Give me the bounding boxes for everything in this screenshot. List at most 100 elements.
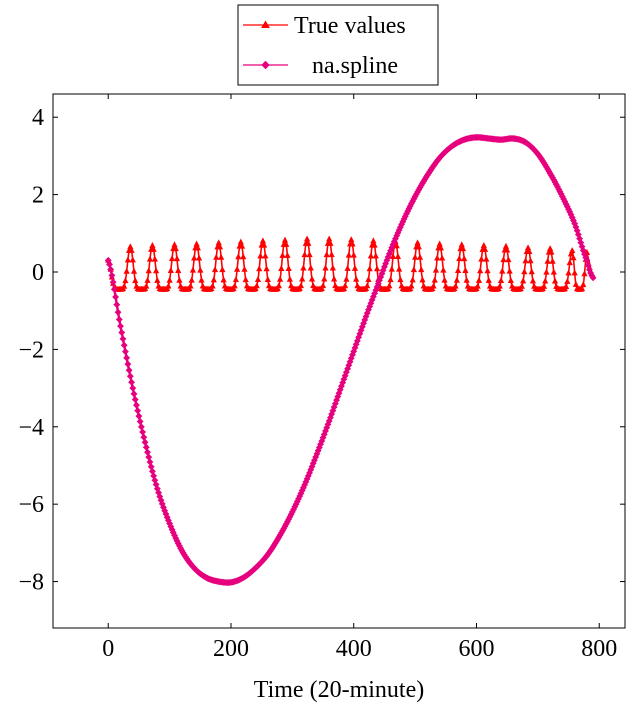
data-point <box>209 282 216 289</box>
data-point <box>551 277 559 284</box>
data-point <box>256 265 263 272</box>
data-point <box>142 443 150 451</box>
data-point <box>439 254 446 261</box>
data-point <box>120 341 128 349</box>
x-tick-label: 0 <box>102 636 114 662</box>
data-point <box>128 378 135 386</box>
data-point <box>143 282 150 289</box>
data-point <box>506 267 513 274</box>
data-point <box>371 241 378 248</box>
data-point <box>343 275 350 282</box>
data-point <box>166 276 173 283</box>
data-point <box>188 276 195 283</box>
series-na-spline <box>104 133 597 587</box>
data-point <box>454 266 462 273</box>
data-point <box>456 255 463 262</box>
data-point <box>502 242 510 249</box>
x-tick-label: 200 <box>213 636 249 662</box>
data-point <box>499 267 506 274</box>
data-point <box>237 238 244 245</box>
y-axis: −8 −6 −4 −2 0 2 4 <box>18 105 625 596</box>
data-point <box>480 242 487 248</box>
series-markers-na-spline <box>104 133 597 587</box>
data-point <box>416 253 424 260</box>
data-point <box>129 256 136 263</box>
data-point <box>409 276 416 283</box>
data-point <box>240 253 247 260</box>
series-markers-true-values <box>105 235 591 292</box>
data-point <box>484 267 491 274</box>
data-point <box>581 270 588 277</box>
data-point <box>500 256 507 263</box>
data-point <box>477 267 484 274</box>
data-point <box>299 275 306 282</box>
data-point <box>562 283 570 289</box>
data-point <box>497 277 505 284</box>
data-point <box>507 277 514 284</box>
data-point <box>386 282 393 289</box>
data-point <box>569 247 576 254</box>
data-point <box>283 240 290 247</box>
data-point <box>364 282 371 289</box>
data-point <box>319 282 327 289</box>
data-point <box>436 240 443 247</box>
data-point <box>144 276 151 283</box>
data-point <box>580 281 587 288</box>
data-point <box>121 348 129 356</box>
data-point <box>123 267 130 274</box>
data-point <box>571 269 578 276</box>
data-point <box>527 257 534 264</box>
data-point <box>220 276 227 283</box>
legend-entry-na-spline: na.spline <box>243 53 398 79</box>
data-point <box>373 265 381 272</box>
data-point <box>135 412 143 420</box>
y-tick-label: −2 <box>18 337 44 363</box>
data-point <box>297 282 305 289</box>
data-point <box>452 282 459 289</box>
legend-label-true-values: True values <box>294 13 406 39</box>
data-point <box>453 276 460 283</box>
data-point <box>168 255 176 262</box>
data-point <box>389 252 397 259</box>
data-point <box>520 277 527 284</box>
data-point <box>327 239 334 246</box>
data-point <box>175 266 182 273</box>
data-point <box>165 282 172 289</box>
data-point <box>254 275 262 282</box>
x-axis: 0 200 400 600 800 <box>102 94 617 662</box>
data-point <box>330 275 338 282</box>
data-point <box>478 255 485 262</box>
data-point <box>307 264 314 271</box>
data-point <box>195 254 203 261</box>
data-point <box>129 384 137 392</box>
data-point <box>496 282 503 289</box>
data-point <box>262 252 269 259</box>
data-point <box>132 277 139 284</box>
data-point <box>348 236 355 243</box>
data-point <box>485 276 492 283</box>
data-point <box>578 285 586 292</box>
data-point <box>130 267 138 274</box>
data-point <box>211 266 219 273</box>
data-point <box>259 237 266 244</box>
data-point <box>397 276 404 283</box>
data-point <box>440 266 447 273</box>
data-point <box>504 246 511 253</box>
data-point <box>197 266 204 273</box>
data-point <box>107 265 115 273</box>
legend-entry-true-values: True values <box>243 13 406 39</box>
data-point <box>141 438 149 446</box>
data-point <box>189 266 197 273</box>
data-point <box>216 243 224 250</box>
data-point <box>589 274 597 282</box>
data-point <box>146 255 154 262</box>
data-point <box>388 265 395 272</box>
data-point <box>518 282 525 289</box>
data-point <box>526 247 533 254</box>
data-point <box>303 235 311 242</box>
legend-marker-na-spline <box>261 60 270 70</box>
series-true-values <box>105 235 594 292</box>
data-point <box>215 239 222 246</box>
data-point <box>350 251 357 258</box>
